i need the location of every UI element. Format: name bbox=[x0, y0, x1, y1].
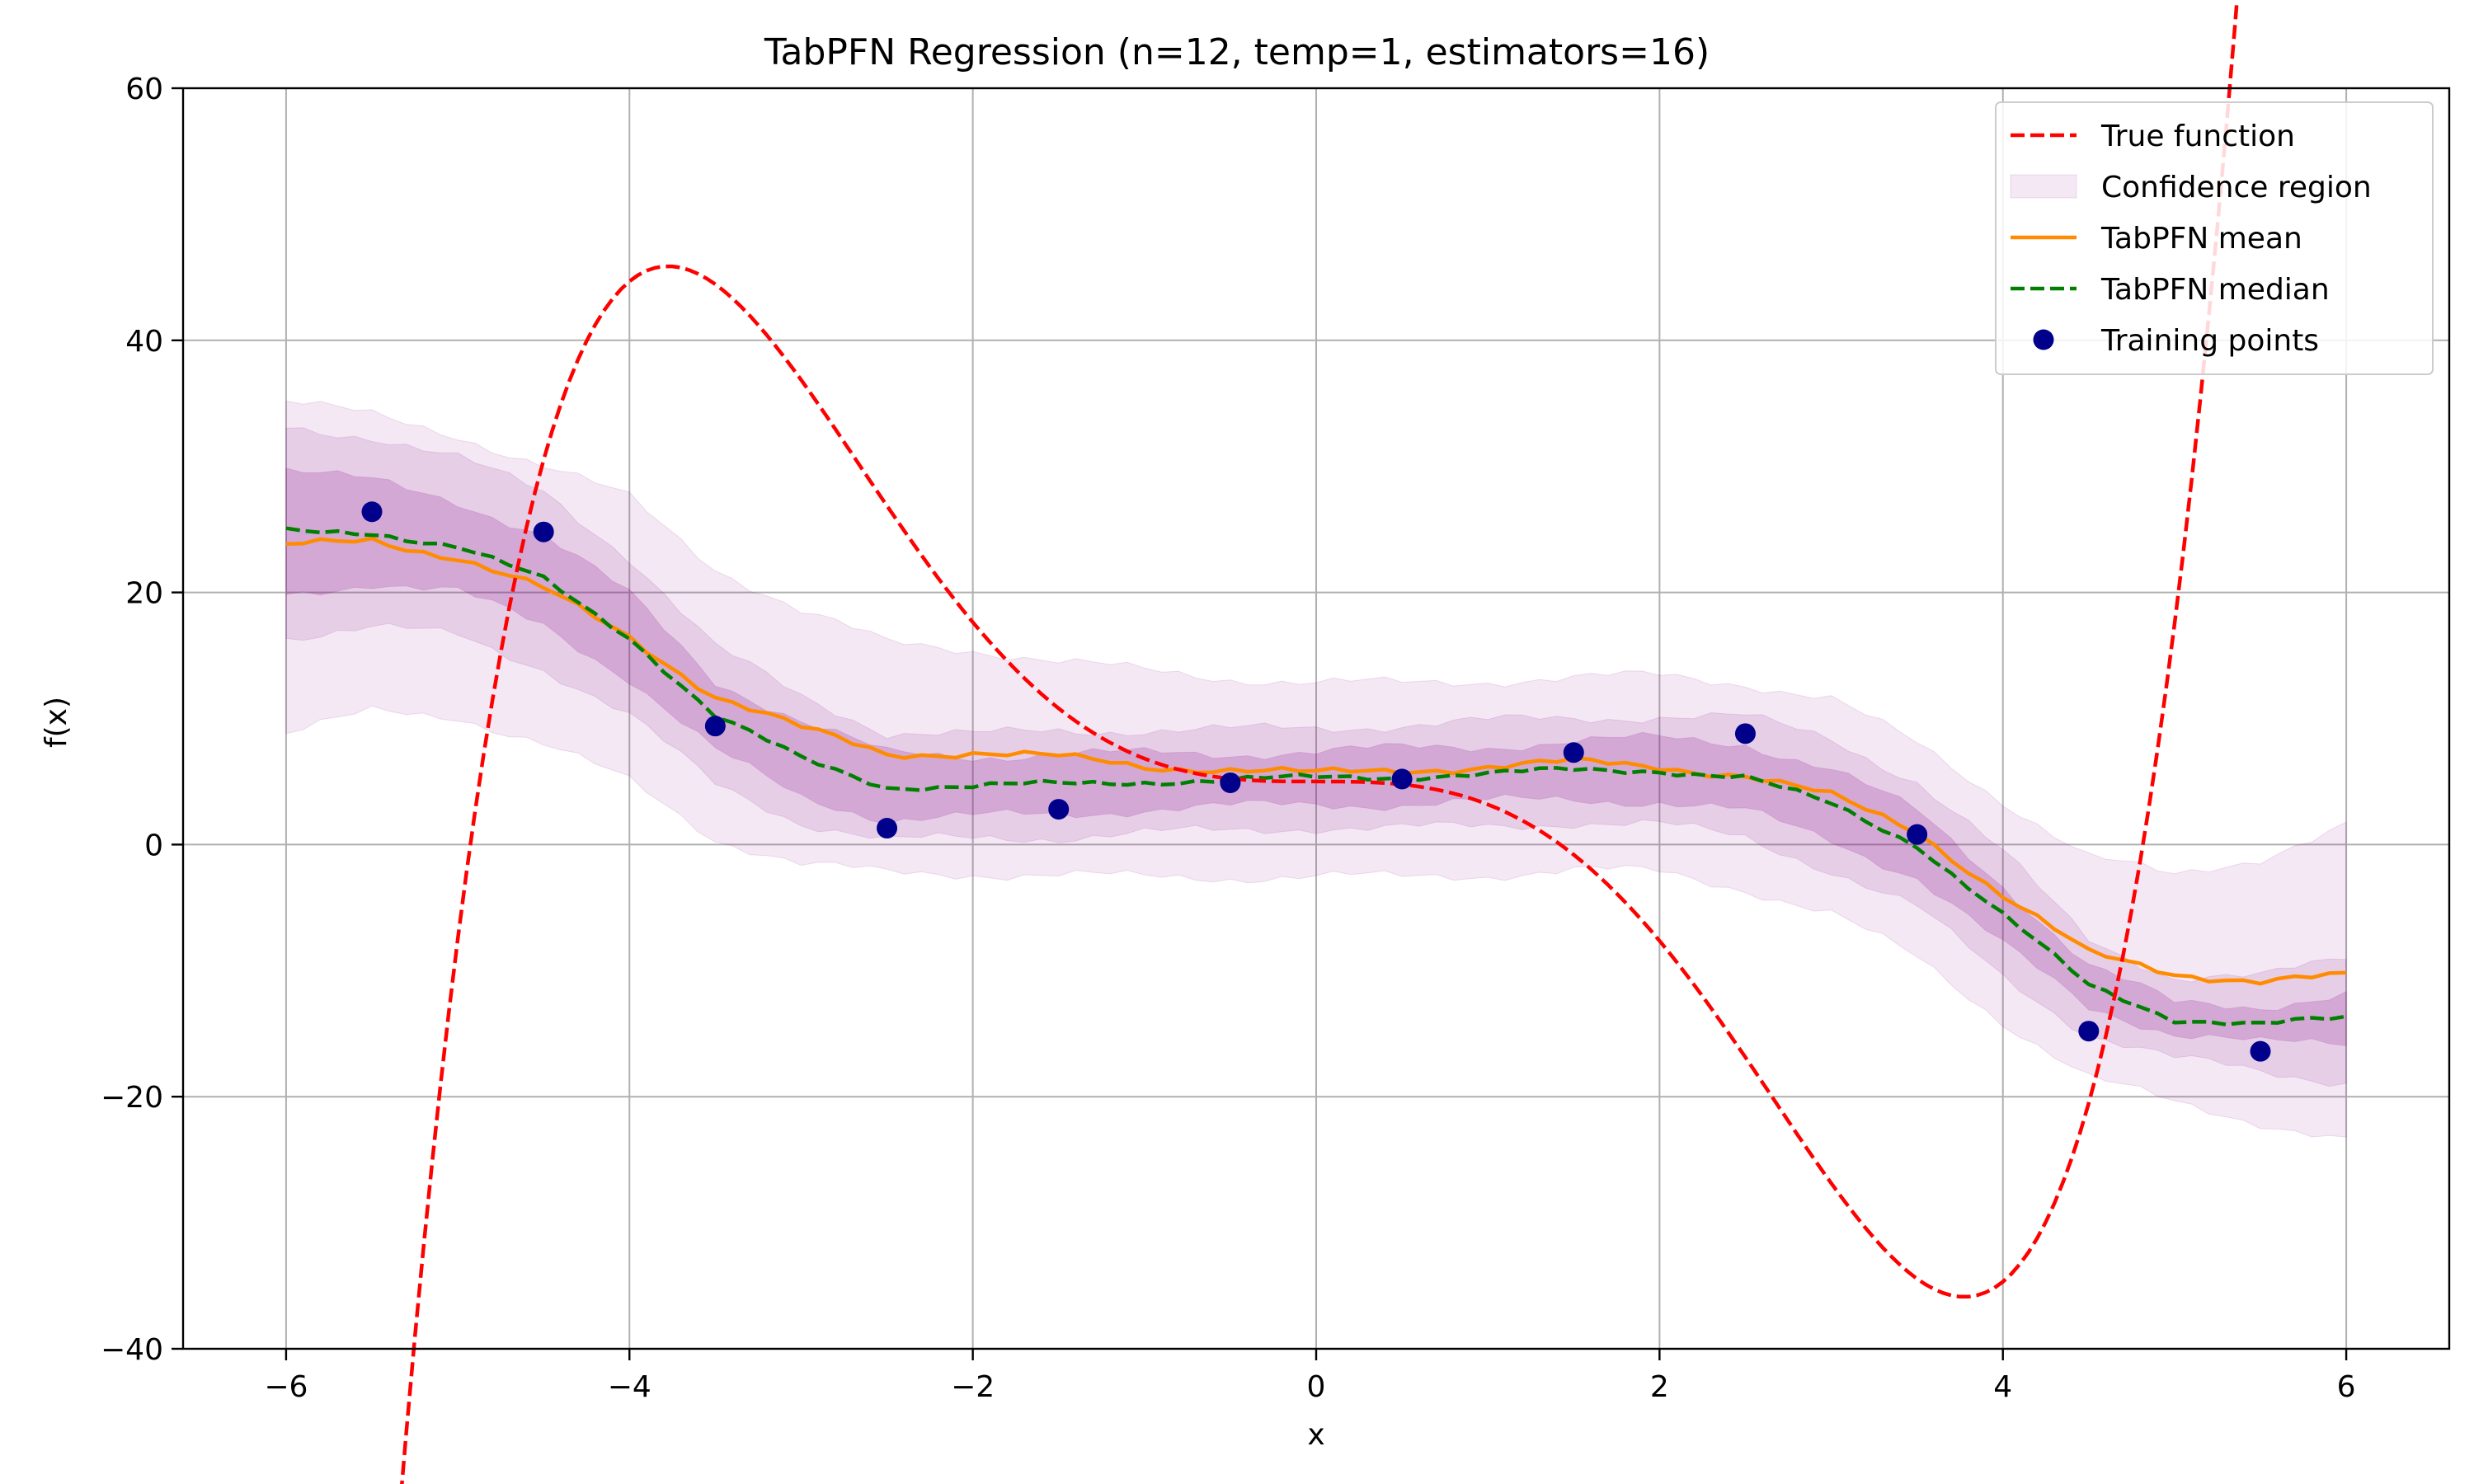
legend-label: True function bbox=[2100, 120, 2295, 153]
training-point bbox=[2250, 1040, 2271, 1062]
training-point bbox=[1563, 742, 1584, 763]
training-point bbox=[533, 521, 554, 542]
training-point bbox=[361, 501, 383, 523]
x-tick-label: 4 bbox=[1993, 1370, 2012, 1404]
x-tick-label: 0 bbox=[1307, 1370, 1326, 1404]
training-point bbox=[2078, 1021, 2100, 1042]
y-axis-label: f(x) bbox=[40, 697, 73, 748]
series-lines bbox=[285, 0, 2347, 1484]
series-line-tabpfn-median bbox=[285, 526, 2347, 1026]
legend-label: Training points bbox=[2100, 324, 2319, 358]
y-tick-label: −40 bbox=[101, 1333, 163, 1367]
training-point bbox=[1220, 772, 1241, 793]
training-point bbox=[704, 716, 726, 737]
legend-box bbox=[1995, 101, 2434, 375]
y-tick-label: 40 bbox=[125, 325, 163, 359]
training-point bbox=[1048, 799, 1070, 820]
x-tick-label: 2 bbox=[1650, 1370, 1669, 1404]
legend-swatch-confidence-region bbox=[2010, 174, 2077, 199]
x-tick-label: −6 bbox=[264, 1370, 308, 1404]
x-axis-label: x bbox=[1307, 1418, 1324, 1452]
x-tick-label: 6 bbox=[2337, 1370, 2356, 1404]
series-line-tabpfn-mean bbox=[285, 536, 2347, 986]
legend-swatch-training-points bbox=[2033, 329, 2054, 350]
legend-label: Confidence region bbox=[2101, 171, 2372, 204]
legend: True function Confidence region TabPFN mea… bbox=[1995, 101, 2434, 375]
legend-label: TabPFN mean bbox=[2100, 222, 2302, 256]
training-points bbox=[361, 501, 2271, 1062]
training-point bbox=[877, 818, 898, 839]
series-line-true-function bbox=[400, 0, 2239, 1484]
legend-label: TabPFN median bbox=[2100, 273, 2330, 307]
confidence-band-inner bbox=[285, 467, 2347, 1046]
y-tick-label: 20 bbox=[125, 577, 163, 611]
y-tick-label: 0 bbox=[144, 829, 163, 862]
training-point bbox=[1734, 723, 1756, 744]
chart-title: TabPFN Regression (n=12, temp=1, estimat… bbox=[764, 31, 1710, 73]
training-point bbox=[1391, 768, 1413, 790]
confidence-band-middle bbox=[285, 427, 2347, 1087]
y-tick-label: −20 bbox=[101, 1081, 163, 1115]
x-tick-label: −4 bbox=[608, 1370, 651, 1404]
x-tick-label: −2 bbox=[951, 1370, 995, 1404]
training-point bbox=[1907, 824, 1928, 845]
y-tick-label: 60 bbox=[125, 73, 163, 106]
